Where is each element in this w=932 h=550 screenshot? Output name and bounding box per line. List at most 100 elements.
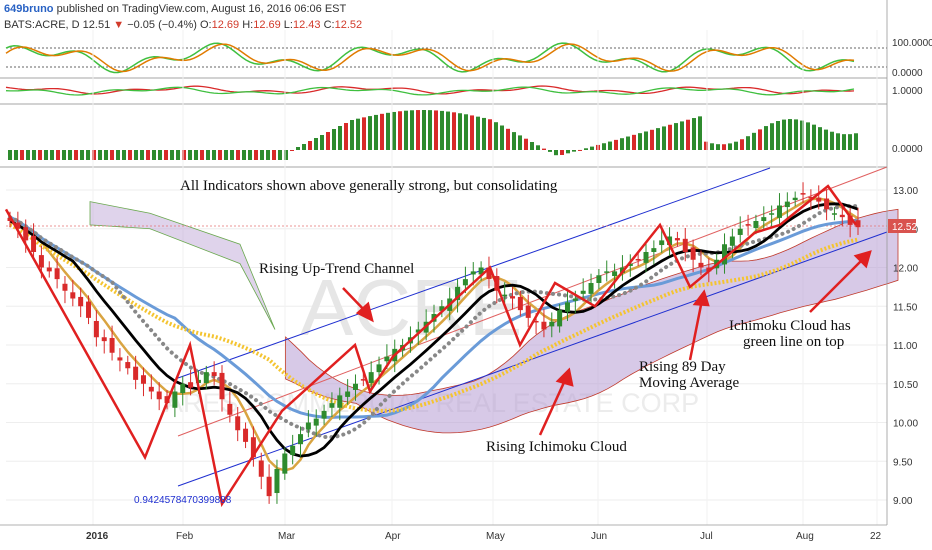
histogram-bar (686, 119, 690, 150)
candle-body (439, 306, 445, 311)
histogram-bar (344, 123, 348, 150)
histogram-bar (128, 150, 132, 160)
stoch-tick-high: 100.0000 (892, 38, 932, 49)
histogram-bar (572, 150, 576, 152)
candle-body (329, 403, 335, 408)
histogram-bar (308, 141, 312, 150)
histogram-bar (176, 150, 180, 160)
candle-body (808, 196, 814, 199)
candle-body (667, 236, 673, 246)
candle-body (7, 217, 13, 221)
histogram-bar (62, 150, 66, 160)
candle-body (784, 201, 790, 208)
candle-body (792, 197, 798, 201)
symbol-label: BATS:ACRE, D (4, 19, 80, 31)
histogram-bar (746, 136, 750, 150)
histogram-bar (218, 150, 222, 160)
candle-body (572, 298, 578, 301)
candle-body (258, 460, 264, 477)
candle-body (800, 193, 806, 195)
histogram-bar (626, 136, 630, 150)
candle-body (133, 366, 139, 380)
price-tick-label: 10.00 (893, 419, 918, 430)
histogram-bar (26, 150, 30, 160)
histogram-bar (566, 150, 570, 154)
candle-body (635, 258, 641, 261)
histogram-bar (164, 150, 168, 160)
channel-mid-line (177, 166, 888, 437)
time-tick-label: 22 (870, 531, 882, 542)
price-tick-label: 10.50 (893, 380, 918, 391)
candle-body (211, 372, 217, 376)
candle-body (101, 337, 107, 342)
candle-body (235, 416, 241, 431)
candle-body (243, 428, 249, 442)
histogram-bar (98, 150, 102, 160)
ichimoku-cloud (285, 208, 899, 434)
histogram-tick: 0.0000 (892, 144, 923, 155)
histogram-bar (620, 138, 624, 150)
histogram-bar (80, 150, 84, 160)
histogram-bar (548, 150, 552, 152)
histogram-bar (392, 111, 396, 150)
candle-body (549, 321, 555, 327)
histogram-bar (734, 141, 738, 150)
candle-body (847, 215, 853, 225)
ichimoku-note-1: Ichimoku Cloud has (729, 318, 851, 334)
candle-body (462, 279, 468, 286)
publisher-name[interactable]: 649bruno (4, 3, 54, 15)
candle-body (172, 391, 178, 408)
rsi-tick: 1.0000 (892, 86, 923, 97)
candle-body (659, 240, 665, 246)
histogram-bar (602, 143, 606, 150)
candle-body (776, 205, 782, 218)
histogram-bar (590, 146, 594, 150)
candle-body (737, 228, 743, 235)
candle-body (180, 383, 186, 394)
histogram-bar (416, 110, 420, 150)
candle-body (627, 263, 633, 266)
histogram-bar (740, 139, 744, 150)
histogram-bar (20, 150, 24, 160)
ichimoku-cloud-early (89, 201, 276, 330)
histogram-bar (632, 134, 636, 150)
candle-body (769, 213, 775, 215)
candle-body (345, 391, 351, 397)
fib-value-label: 0.9424578470399888 (134, 495, 232, 506)
histogram-bar (158, 150, 162, 160)
time-tick-label: Apr (385, 531, 401, 542)
histogram-bar (782, 119, 786, 150)
histogram-bar (482, 117, 486, 150)
histogram-bar (350, 120, 354, 150)
publish-header: 649bruno published on TradingView.com, A… (4, 3, 346, 15)
candle-body (203, 372, 209, 383)
candle-body (274, 469, 280, 494)
histogram-bar (848, 134, 852, 150)
candle-body (580, 290, 586, 294)
indicators-note: All Indicators shown above generally str… (180, 178, 558, 194)
histogram-bar (680, 121, 684, 150)
close-label: C: (323, 19, 335, 31)
candle-body (690, 247, 696, 260)
histogram-bar (200, 150, 204, 160)
ma-note-2: Moving Average (639, 375, 739, 391)
histogram-bar (8, 150, 12, 160)
cloud-arrow-head (555, 367, 574, 387)
time-tick-label: Feb (176, 531, 194, 542)
histogram-bar (452, 112, 456, 150)
histogram-bar (554, 150, 558, 156)
histogram-bar (542, 148, 546, 150)
candle-body (502, 294, 508, 297)
price-axis: 13.0012.5012.0011.5011.0010.5010.009.509… (893, 186, 918, 507)
histogram-bar (458, 113, 462, 150)
histogram-bar (464, 114, 468, 150)
histogram-bar (764, 126, 768, 150)
candle-body (219, 372, 225, 400)
histogram-bar (56, 150, 60, 160)
candle-body (470, 271, 476, 275)
time-tick-label: Mar (278, 531, 296, 542)
histogram-bar (578, 149, 582, 151)
histogram-bar (380, 113, 384, 150)
histogram-bar (116, 150, 120, 160)
